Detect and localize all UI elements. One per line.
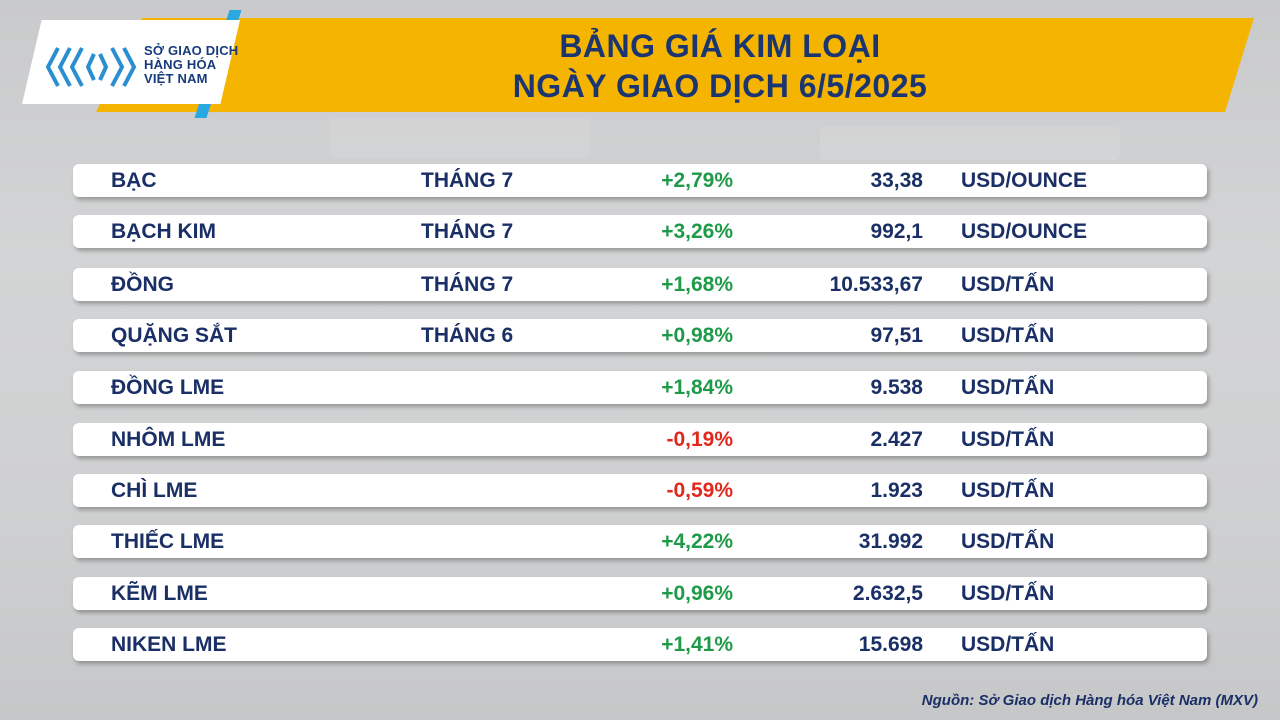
contract-month: THÁNG 7: [421, 220, 514, 243]
change-percent: +0,98%: [661, 324, 733, 347]
table-row: BẠCH KIM THÁNG 7 +3,26% 992,1 USD/OUNCE: [73, 215, 1207, 248]
price-unit: USD/TẤN: [961, 633, 1055, 656]
price-value: 10.533,67: [829, 273, 923, 296]
price-unit: USD/TẤN: [961, 479, 1055, 502]
logo-wordmark: SỞ GIAO DỊCH HÀNG HÓA VIỆT NAM: [144, 44, 238, 86]
header-banner: [96, 18, 1254, 112]
price-value: 1.923: [870, 479, 923, 502]
contract-month: THÁNG 6: [421, 324, 514, 347]
mxv-logo-icon: [45, 47, 137, 87]
commodity-name: ĐỒNG LME: [111, 376, 225, 399]
commodity-name: QUẶNG SẮT: [111, 324, 237, 347]
background-decoration: [820, 126, 1120, 160]
change-percent: +1,41%: [661, 633, 733, 656]
price-unit: USD/OUNCE: [961, 220, 1088, 243]
title-line-1: BẢNG GIÁ KIM LOẠI: [559, 28, 881, 64]
page-title: BẢNG GIÁ KIM LOẠI NGÀY GIAO DỊCH 6/5/202…: [360, 26, 1080, 106]
table-row: KẼM LME +0,96% 2.632,5 USD/TẤN: [73, 577, 1207, 610]
contract-month: THÁNG 7: [421, 273, 514, 296]
table-row: THIẾC LME +4,22% 31.992 USD/TẤN: [73, 525, 1207, 558]
logo-line: SỞ GIAO DỊCH: [144, 43, 239, 58]
price-value: 97,51: [870, 324, 923, 347]
commodity-name: ĐỒNG: [111, 273, 174, 296]
commodity-name: CHÌ LME: [111, 479, 198, 502]
price-unit: USD/TẤN: [961, 376, 1055, 399]
price-value: 2.632,5: [852, 582, 923, 605]
price-unit: USD/TẤN: [961, 273, 1055, 296]
table-row: NHÔM LME -0,19% 2.427 USD/TẤN: [73, 423, 1207, 456]
price-value: 9.538: [870, 376, 923, 399]
background-decoration: [330, 118, 590, 158]
price-unit: USD/TẤN: [961, 530, 1055, 553]
table-row: NIKEN LME +1,41% 15.698 USD/TẤN: [73, 628, 1207, 661]
price-unit: USD/OUNCE: [961, 169, 1088, 192]
change-percent: +4,22%: [661, 530, 733, 553]
change-percent: +2,79%: [661, 169, 733, 192]
table-row: QUẶNG SẮT THÁNG 6 +0,98% 97,51 USD/TẤN: [73, 319, 1207, 352]
change-percent: +1,68%: [661, 273, 733, 296]
change-percent: +3,26%: [661, 220, 733, 243]
commodity-name: NIKEN LME: [111, 633, 227, 656]
source-note: Nguồn: Sở Giao dịch Hàng hóa Việt Nam (M…: [921, 692, 1258, 709]
price-unit: USD/TẤN: [961, 428, 1055, 451]
price-value: 2.427: [870, 428, 923, 451]
price-value: 992,1: [870, 220, 923, 243]
commodity-name: NHÔM LME: [111, 428, 226, 451]
price-value: 33,38: [870, 169, 923, 192]
table-row: ĐỒNG LME +1,84% 9.538 USD/TẤN: [73, 371, 1207, 404]
title-line-2: NGÀY GIAO DỊCH 6/5/2025: [512, 68, 928, 104]
price-value: 15.698: [858, 633, 923, 656]
price-value: 31.992: [858, 530, 923, 553]
commodity-name: BẠC: [111, 169, 157, 192]
commodity-name: THIẾC LME: [111, 530, 225, 553]
change-percent: +0,96%: [661, 582, 733, 605]
contract-month: THÁNG 7: [421, 169, 514, 192]
change-percent: -0,19%: [666, 428, 733, 451]
price-unit: USD/TẤN: [961, 324, 1055, 347]
change-percent: -0,59%: [666, 479, 733, 502]
commodity-name: KẼM LME: [111, 582, 208, 605]
price-unit: USD/TẤN: [961, 582, 1055, 605]
table-row: ĐỒNG THÁNG 7 +1,68% 10.533,67 USD/TẤN: [73, 268, 1207, 301]
change-percent: +1,84%: [661, 376, 733, 399]
table-row: CHÌ LME -0,59% 1.923 USD/TẤN: [73, 474, 1207, 507]
commodity-name: BẠCH KIM: [111, 220, 216, 243]
logo-line: VIỆT NAM: [144, 71, 208, 86]
logo-line: HÀNG HÓA: [144, 57, 217, 72]
table-row: BẠC THÁNG 7 +2,79% 33,38 USD/OUNCE: [73, 164, 1207, 197]
